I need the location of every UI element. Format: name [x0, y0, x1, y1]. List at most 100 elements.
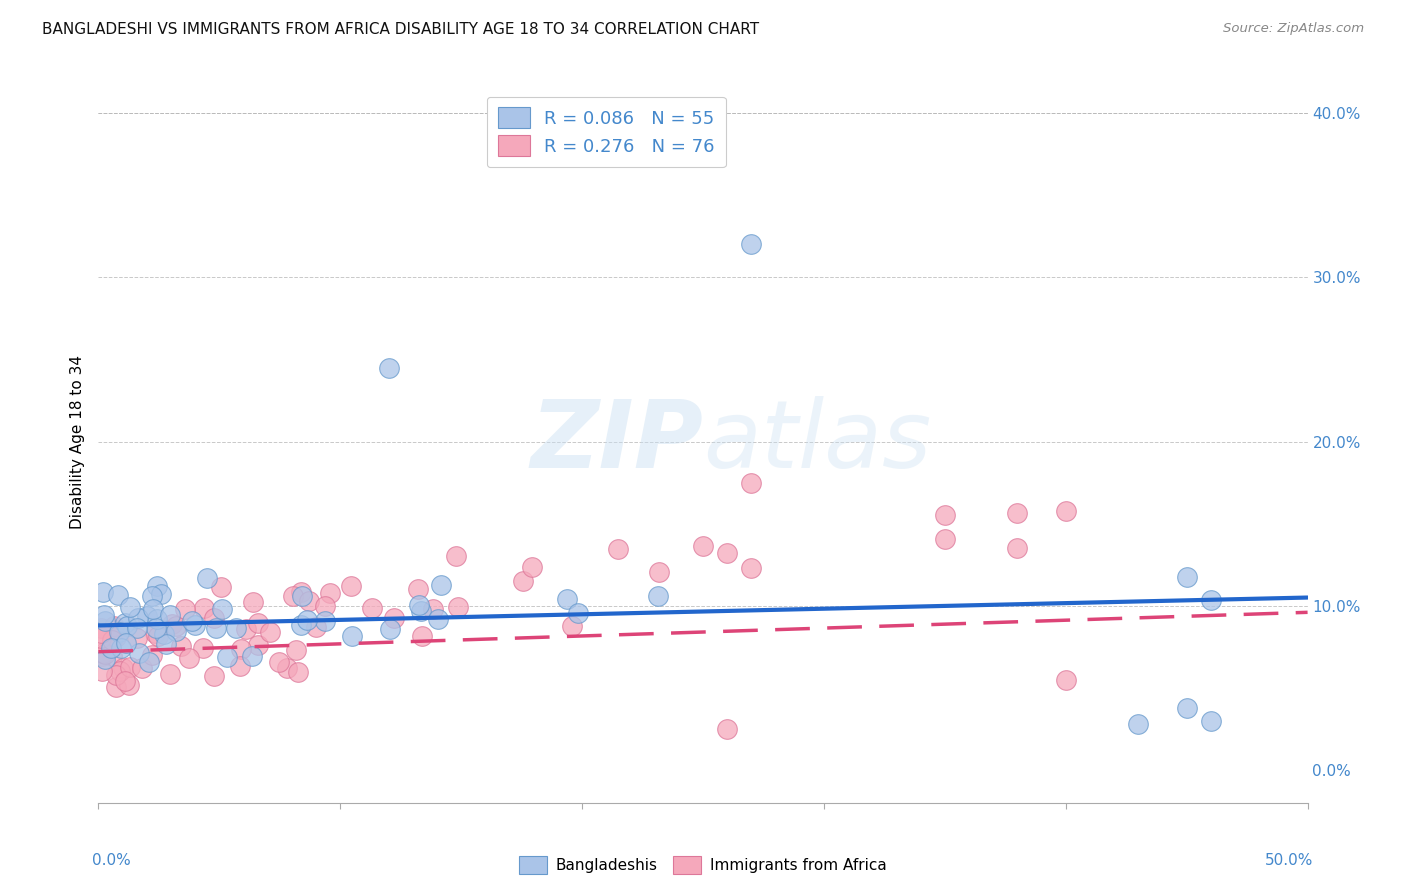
Point: [246, 638, 269, 652]
Point: [165, 624, 187, 638]
Point: [520, 559, 543, 574]
Point: [181, 614, 204, 628]
Point: [103, 618, 125, 632]
Point: [141, 589, 163, 603]
Point: [235, 622, 257, 636]
Point: [105, 680, 128, 694]
Point: [90, 626, 112, 640]
Point: [136, 609, 159, 624]
Point: [115, 619, 138, 633]
Point: [110, 641, 132, 656]
Text: Source: ZipAtlas.com: Source: ZipAtlas.com: [1223, 22, 1364, 36]
Point: [191, 640, 214, 655]
Point: [120, 599, 142, 614]
Point: [111, 661, 134, 675]
Point: [1054, 673, 1077, 687]
Point: [193, 601, 215, 615]
Point: [94, 614, 117, 628]
Point: [120, 660, 142, 674]
Point: [934, 533, 956, 547]
Point: [340, 629, 363, 643]
Point: [267, 655, 290, 669]
Point: [127, 632, 149, 646]
Point: [408, 599, 430, 613]
Point: [314, 614, 336, 628]
Point: [104, 668, 127, 682]
Point: [231, 641, 253, 656]
Point: [125, 621, 148, 635]
Point: [340, 579, 363, 593]
Point: [128, 646, 150, 660]
Point: [384, 611, 406, 625]
Point: [101, 633, 124, 648]
Point: [360, 600, 382, 615]
Point: [281, 589, 304, 603]
Point: [647, 589, 669, 603]
Point: [114, 636, 136, 650]
Point: [246, 616, 269, 631]
Text: BANGLADESHI VS IMMIGRANTS FROM AFRICA DISABILITY AGE 18 TO 34 CORRELATION CHART: BANGLADESHI VS IMMIGRANTS FROM AFRICA DI…: [42, 22, 759, 37]
Point: [202, 611, 225, 625]
Point: [93, 608, 115, 623]
Point: [107, 588, 129, 602]
Legend: Bangladeshis, Immigrants from Africa: Bangladeshis, Immigrants from Africa: [513, 850, 893, 880]
Point: [209, 581, 232, 595]
Point: [716, 722, 738, 736]
Point: [118, 678, 141, 692]
Point: [205, 621, 228, 635]
Point: [143, 626, 166, 640]
Point: [142, 602, 165, 616]
Point: [444, 549, 467, 563]
Point: [195, 571, 218, 585]
Point: [100, 641, 122, 656]
Point: [411, 604, 433, 618]
Point: [229, 659, 252, 673]
Point: [114, 615, 136, 630]
Point: [91, 584, 114, 599]
Point: [159, 608, 181, 623]
Point: [295, 613, 318, 627]
Point: [411, 629, 433, 643]
Point: [91, 646, 114, 660]
Point: [377, 360, 399, 375]
Point: [276, 661, 298, 675]
Point: [512, 574, 534, 588]
Point: [145, 621, 167, 635]
Text: atlas: atlas: [703, 396, 931, 487]
Point: [179, 651, 201, 665]
Legend: R = 0.086   N = 55, R = 0.276   N = 76: R = 0.086 N = 55, R = 0.276 N = 76: [486, 96, 725, 167]
Point: [692, 540, 714, 554]
Point: [173, 601, 195, 615]
Point: [1054, 504, 1077, 518]
Point: [225, 621, 247, 635]
Point: [1128, 717, 1150, 731]
Point: [127, 611, 149, 625]
Point: [141, 648, 163, 663]
Point: [90, 621, 112, 635]
Point: [561, 619, 583, 633]
Point: [183, 618, 205, 632]
Point: [427, 612, 450, 626]
Text: 50.0%: 50.0%: [1265, 854, 1313, 869]
Point: [1175, 569, 1198, 583]
Point: [567, 606, 589, 620]
Point: [170, 639, 193, 653]
Point: [406, 582, 429, 597]
Point: [90, 664, 112, 678]
Point: [105, 624, 128, 638]
Point: [1199, 592, 1222, 607]
Text: 0.0%: 0.0%: [93, 854, 131, 869]
Point: [146, 579, 169, 593]
Point: [105, 630, 128, 644]
Point: [153, 627, 176, 641]
Point: [146, 629, 169, 643]
Point: [94, 647, 117, 661]
Point: [934, 508, 956, 523]
Point: [607, 541, 630, 556]
Point: [1007, 506, 1029, 520]
Point: [259, 625, 281, 640]
Point: [202, 669, 225, 683]
Point: [290, 584, 312, 599]
Point: [740, 475, 762, 490]
Point: [298, 593, 321, 607]
